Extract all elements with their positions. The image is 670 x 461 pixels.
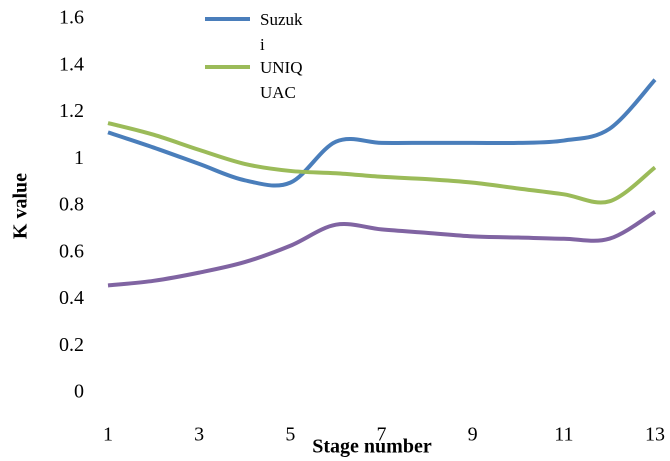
y-tick-label: 1.4 (59, 53, 84, 75)
y-axis-label: K value (10, 173, 32, 239)
y-tick-label: 0.4 (59, 287, 84, 309)
line-series (107, 210, 657, 288)
x-tick-label: 1 (103, 424, 113, 446)
line-series (107, 78, 657, 188)
y-tick-label: 1.6 (59, 7, 84, 29)
x-tick-label: 3 (194, 424, 204, 446)
y-tick-label: 0.2 (59, 334, 84, 356)
y-tick-label: 1.2 (59, 100, 84, 122)
legend-label: UNIQUAC (260, 58, 303, 102)
x-tick-label: 11 (554, 424, 573, 446)
x-tick-label: 13 (645, 424, 665, 446)
line-series (107, 121, 657, 205)
y-tick-label: 1 (74, 147, 84, 169)
x-axis-label: Stage number (312, 436, 432, 458)
legend-entry: Suzuki (260, 10, 303, 54)
legend-label: Suzuki (260, 10, 303, 54)
y-tick-label: 0.6 (59, 240, 84, 262)
y-tick-label: 0.8 (59, 194, 84, 216)
x-tick-label: 5 (285, 424, 295, 446)
y-tick-label: 0 (74, 381, 84, 403)
x-tick-label: 7 (377, 424, 387, 446)
legend-entry: UNIQUAC (260, 58, 303, 102)
x-tick-label: 9 (468, 424, 478, 446)
